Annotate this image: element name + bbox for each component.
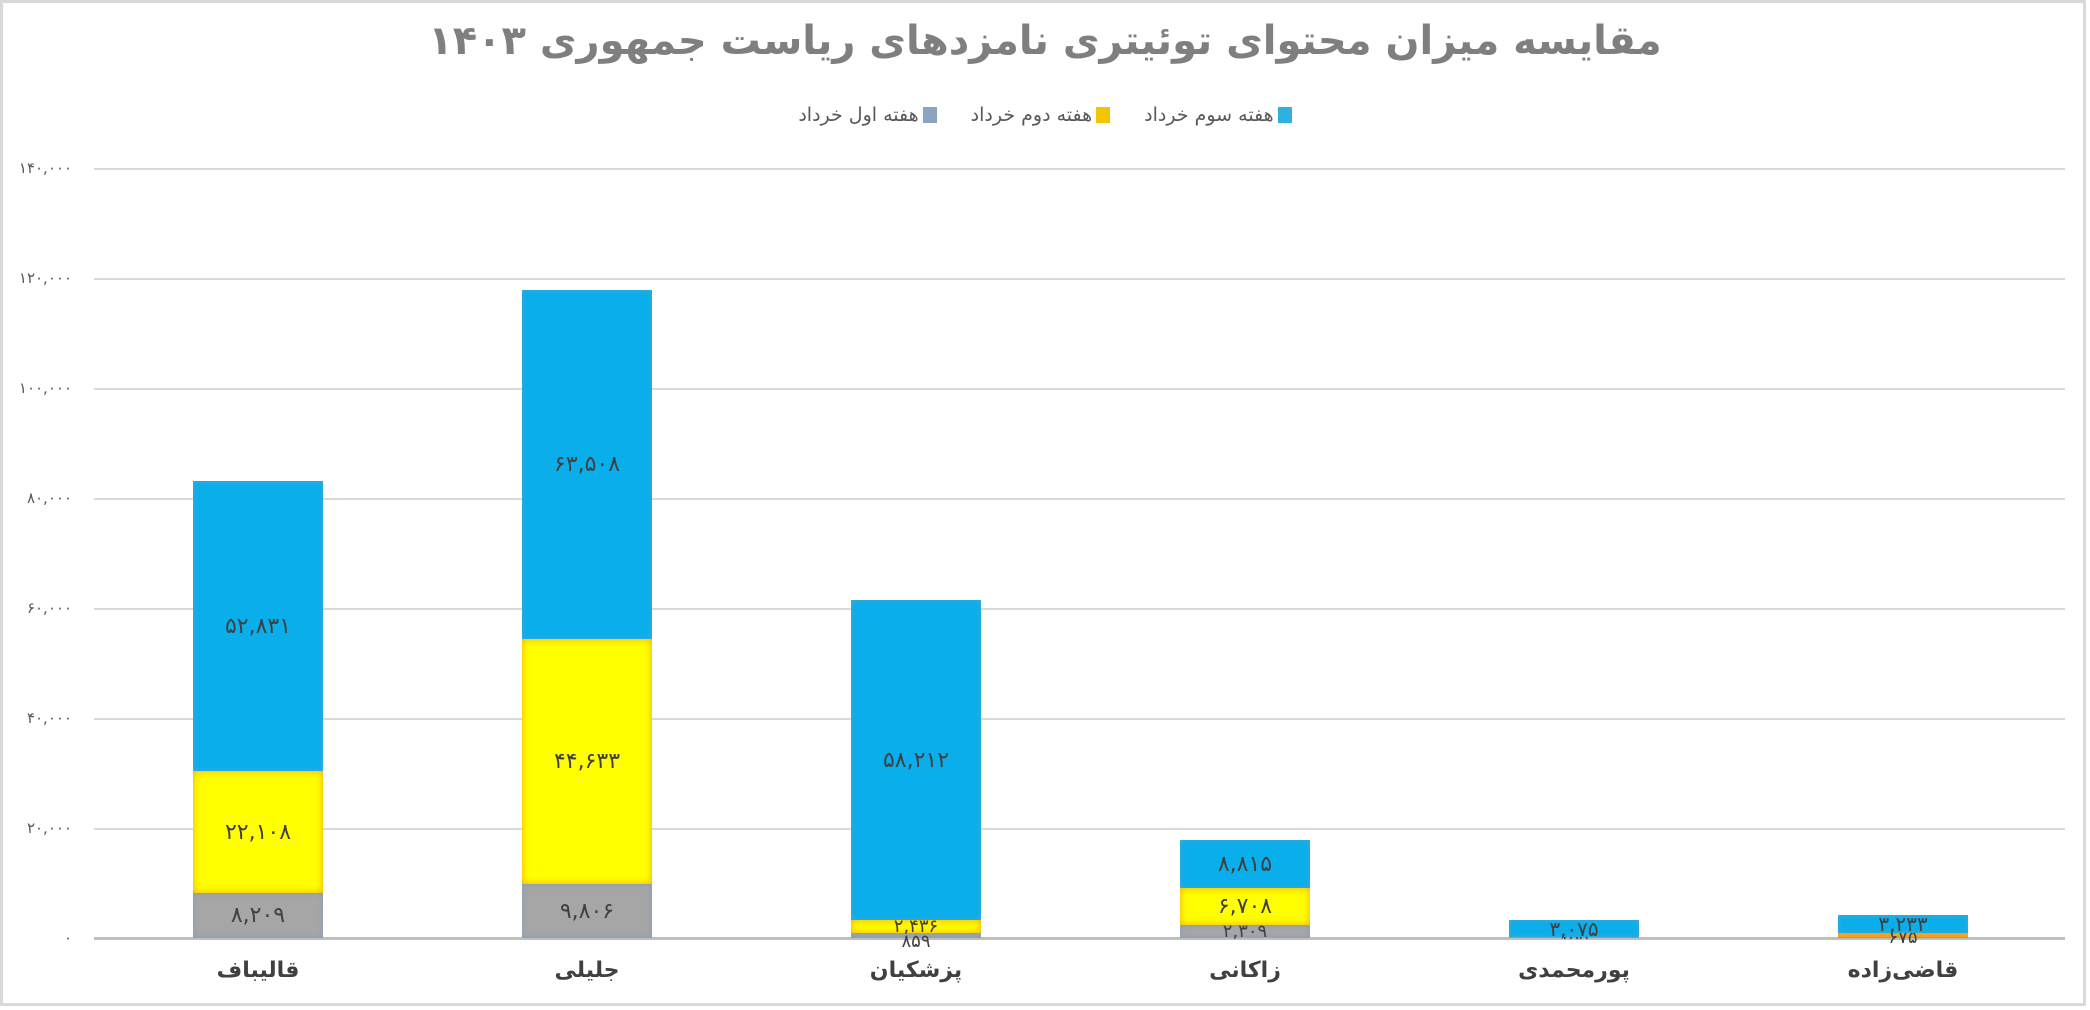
x-label-jalili: جلیلی: [554, 958, 620, 983]
y-tick-60000: ۶۰,۰۰۰: [26, 599, 72, 617]
bar-pezeshkian[interactable]: ۸۵۹ ۲,۴۳۶ ۵۸,۲۱۲: [851, 160, 981, 952]
y-tick-140000: ۱۴۰,۰۰۰: [18, 159, 72, 177]
data-label: ۳,۰۷۵: [1549, 916, 1599, 941]
data-label: ۴۴,۶۳۳: [553, 749, 621, 774]
gridline: [94, 278, 2065, 280]
segment-week3[interactable]: ۳,۲۳۳: [1838, 912, 1968, 936]
x-label-ghazizadeh: قاضی‌زاده: [1847, 958, 1959, 983]
x-label-ghalibaf: قالیباف: [216, 958, 300, 983]
legend-swatch-week1: [922, 107, 937, 123]
segment-week1[interactable]: ۸,۲۰۹: [193, 893, 323, 938]
data-label: ۸۵۹: [901, 931, 931, 952]
data-label: ۸,۲۰۹: [230, 903, 286, 928]
y-tick-0: ۰: [63, 929, 72, 947]
y-tick-40000: ۴۰,۰۰۰: [26, 709, 72, 727]
segment-week2[interactable]: ۴۴,۶۳۳: [522, 639, 652, 884]
x-label-zakani: زاکانی: [1209, 958, 1281, 983]
gridline: [94, 608, 2065, 610]
gridline: [94, 388, 2065, 390]
x-axis-line: [94, 937, 2065, 940]
legend-item-week2[interactable]: هفته دوم خرداد: [970, 104, 1111, 126]
gridline: [94, 828, 2065, 830]
segment-week1[interactable]: ۹,۸۰۶: [522, 884, 652, 938]
legend-swatch-week2: [1096, 107, 1111, 123]
data-label: ۲۲,۱۰۸: [224, 819, 292, 845]
segment-week2[interactable]: ۲۲,۱۰۸: [193, 771, 323, 893]
legend-swatch-week3: [1277, 107, 1292, 123]
data-label: ۶,۷۰۸: [1217, 894, 1273, 919]
bar-ghazizadeh[interactable]: ۶۷۵ ۳,۲۳۳: [1838, 160, 1968, 948]
legend-item-week3[interactable]: هفته سوم خرداد: [1144, 104, 1292, 126]
y-tick-80000: ۸۰,۰۰۰: [26, 489, 72, 507]
data-label: ۶۳,۵۰۸: [553, 452, 621, 477]
segment-week3[interactable]: ۳,۰۷۵: [1509, 917, 1639, 941]
legend-item-week1[interactable]: هفته اول خرداد: [798, 104, 937, 126]
data-label: ۲,۴۳۶: [893, 916, 939, 937]
chart-title: مقایسه میزان محتوای توئیتری نامزدهای ریا…: [428, 18, 1662, 64]
segment-week3[interactable]: ۶۳,۵۰۸: [522, 290, 652, 639]
segment-week1[interactable]: ۸۵۹: [851, 931, 981, 952]
y-tick-100000: ۱۰۰,۰۰۰: [18, 379, 72, 397]
gridline: [94, 718, 2065, 720]
gridline: [94, 498, 2065, 500]
plot-area: ۸,۲۰۹ ۲۲,۱۰۸ ۵۲,۸۳۱ ۹,۸۰۶ ۴۴,۶۳۳ ۶۳,۵۰۸ …: [94, 160, 2065, 952]
data-label: ۲,۳۰۹: [1222, 921, 1268, 942]
legend-label-week2: هفته دوم خرداد: [970, 104, 1093, 126]
gridline: [94, 168, 2065, 170]
segment-week2[interactable]: ۶,۷۰۸: [1180, 888, 1310, 925]
x-label-pourmohammadi: پورمحمدی: [1518, 958, 1630, 983]
segment-week2[interactable]: ۲,۴۳۶: [851, 916, 981, 937]
data-label: ۹,۸۰۶: [559, 898, 615, 924]
chart-legend: هفته سوم خرداد هفته دوم خرداد هفته اول خ…: [0, 104, 2090, 126]
segment-week1[interactable]: ۲,۳۰۹: [1180, 921, 1310, 942]
y-tick-20000: ۲۰,۰۰۰: [26, 819, 72, 837]
bar-pourmohammadi[interactable]: ۱۸۸ ۳,۰۷۵: [1509, 160, 1639, 944]
segment-week1[interactable]: [1838, 937, 1968, 938]
data-label: ۸,۸۱۵: [1217, 851, 1273, 877]
data-label: ۳,۲۳۳: [1878, 912, 1928, 936]
bar-zakani[interactable]: ۲,۳۰۹ ۶,۷۰۸ ۸,۸۱۵: [1180, 160, 1310, 942]
legend-label-week1: هفته اول خرداد: [798, 104, 919, 126]
bar-ghalibaf[interactable]: ۸,۲۰۹ ۲۲,۱۰۸ ۵۲,۸۳۱: [193, 160, 323, 938]
data-label: ۵۲,۸۳۱: [224, 613, 292, 639]
y-tick-120000: ۱۲۰,۰۰۰: [18, 269, 72, 287]
legend-label-week3: هفته سوم خرداد: [1144, 104, 1274, 126]
x-label-pezeshkian: پزشکیان: [869, 958, 963, 983]
segment-week3[interactable]: ۵۸,۲۱۲: [851, 600, 981, 920]
segment-week3[interactable]: ۸,۸۱۵: [1180, 840, 1310, 888]
segment-week3[interactable]: ۵۲,۸۳۱: [193, 481, 323, 771]
bar-jalili[interactable]: ۹,۸۰۶ ۴۴,۶۳۳ ۶۳,۵۰۸: [522, 160, 652, 938]
data-label: ۵۸,۲۱۲: [882, 747, 950, 773]
